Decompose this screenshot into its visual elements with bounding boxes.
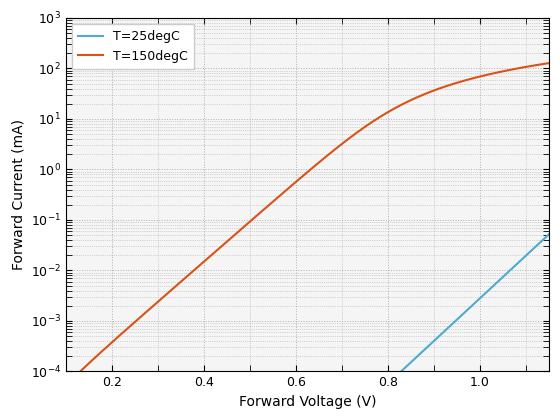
T=150degC — [146, 307, 153, 312]
Y-axis label: Forward Current (mA): Forward Current (mA) — [11, 119, 25, 270]
Line: T=25degC: T=25degC — [66, 234, 549, 420]
T=150degC — [118, 332, 124, 337]
Line: T=150degC: T=150degC — [66, 63, 549, 386]
X-axis label: Forward Voltage (V): Forward Voltage (V) — [239, 395, 376, 409]
T=150degC — [484, 72, 491, 77]
T=150degC — [536, 62, 543, 67]
T=150degC — [545, 60, 552, 66]
Legend: T=25degC, T=150degC: T=25degC, T=150degC — [72, 24, 194, 69]
T=25degC — [536, 241, 543, 246]
T=150degC — [269, 200, 276, 205]
T=150degC — [248, 218, 254, 223]
T=25degC — [484, 289, 491, 294]
T=25degC — [545, 232, 552, 237]
T=150degC — [63, 383, 69, 388]
